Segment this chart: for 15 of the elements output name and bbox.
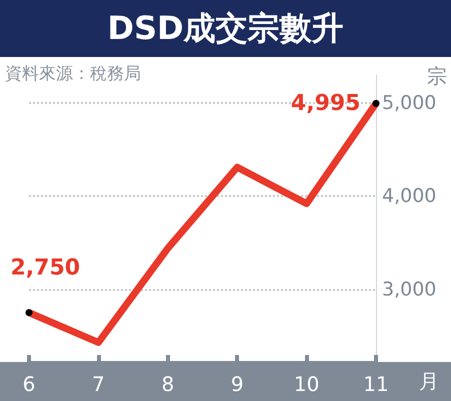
- x-tick-label: 8: [161, 372, 174, 396]
- x-axis-title: 月: [419, 368, 439, 395]
- x-tick-label: 7: [92, 372, 105, 396]
- x-tick-label: 11: [363, 372, 389, 396]
- x-tick-label: 6: [22, 372, 36, 396]
- data-label: 4,995: [290, 90, 360, 116]
- chart-title: DSD成交宗數升: [0, 0, 451, 57]
- data-label: 2,750: [10, 256, 80, 281]
- x-tick-label: 9: [230, 372, 244, 396]
- y-axis-title: 宗: [427, 63, 447, 90]
- y-tick-label: 3,000: [382, 278, 436, 300]
- annotation: 資料來源：稅務局: [5, 63, 141, 85]
- x-tick-label: 10: [294, 372, 320, 396]
- y-tick-label: 4,000: [382, 185, 436, 208]
- y-tick-label: 5,000: [382, 92, 436, 114]
